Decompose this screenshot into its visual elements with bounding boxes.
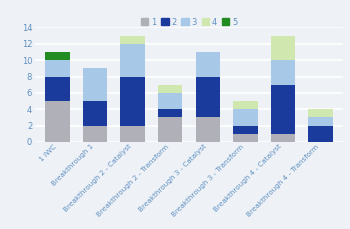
- Bar: [233, 109, 258, 126]
- Bar: [120, 44, 145, 76]
- Legend: 1, 2, 3, 4, 5: 1, 2, 3, 4, 5: [138, 14, 240, 30]
- Bar: [83, 101, 107, 126]
- Bar: [271, 36, 295, 60]
- Bar: [158, 117, 182, 142]
- Bar: [196, 117, 220, 142]
- Bar: [120, 36, 145, 44]
- Bar: [158, 85, 182, 93]
- Bar: [83, 68, 107, 101]
- Bar: [196, 52, 220, 76]
- Bar: [120, 76, 145, 126]
- Bar: [308, 126, 332, 142]
- Bar: [271, 134, 295, 142]
- Bar: [308, 117, 332, 126]
- Bar: [271, 85, 295, 134]
- Bar: [233, 101, 258, 109]
- Bar: [196, 76, 220, 117]
- Bar: [233, 126, 258, 134]
- Bar: [308, 109, 332, 117]
- Bar: [158, 93, 182, 109]
- Bar: [120, 126, 145, 142]
- Bar: [271, 60, 295, 85]
- Bar: [83, 126, 107, 142]
- Bar: [46, 76, 70, 101]
- Bar: [158, 109, 182, 117]
- Bar: [46, 60, 70, 76]
- Bar: [46, 101, 70, 142]
- Bar: [46, 52, 70, 60]
- Bar: [233, 134, 258, 142]
